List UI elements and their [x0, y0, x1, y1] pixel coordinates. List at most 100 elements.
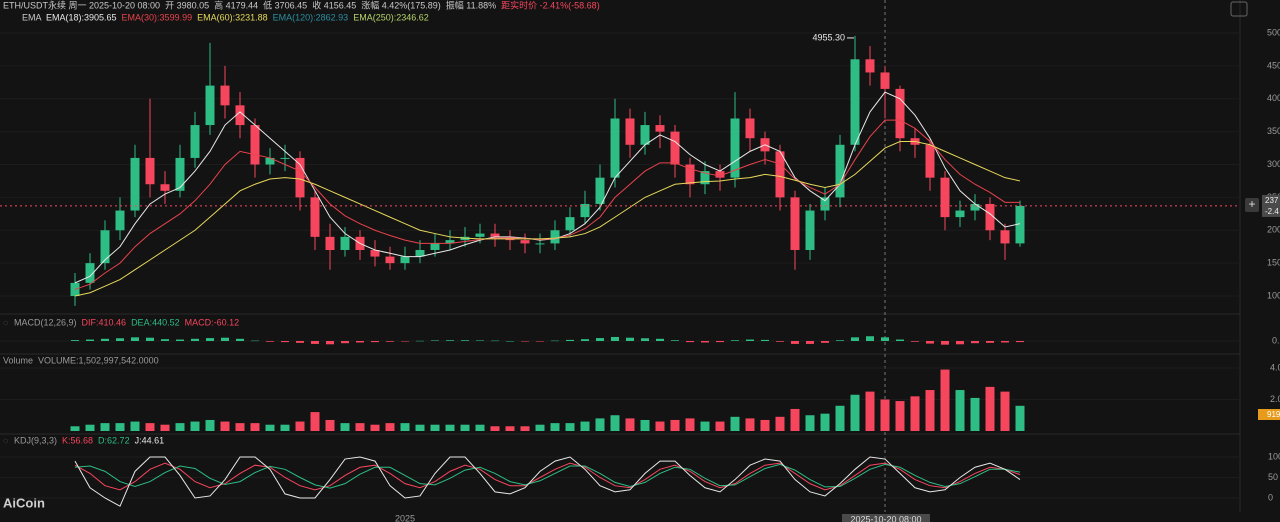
macd-bar: [551, 340, 559, 342]
volume-bar: [430, 424, 440, 431]
candle-body: [565, 217, 575, 231]
volume-bar: [745, 418, 755, 431]
candle-body: [865, 59, 875, 73]
volume-bar: [940, 369, 950, 431]
macd-bar: [1016, 341, 1024, 343]
volume-bar: [235, 423, 245, 431]
macd-bar: [581, 339, 589, 341]
volume-bar: [850, 394, 860, 431]
volume-bar: [610, 415, 620, 431]
candle-body: [970, 203, 980, 211]
volume-bar: [280, 424, 290, 431]
volume-bar: [880, 399, 890, 431]
macd-bar: [566, 339, 574, 341]
volume-bar: [580, 421, 590, 431]
volume-bar: [955, 390, 965, 431]
volume-bar: [190, 421, 200, 431]
candle-body: [205, 85, 215, 126]
candle-body: [160, 184, 170, 191]
macd-bar: [941, 341, 949, 345]
volume-bar: [970, 397, 980, 431]
macd-bar: [1001, 341, 1009, 343]
candle-body: [490, 233, 500, 237]
macd-bar: [731, 340, 739, 341]
macd-bar: [326, 341, 334, 345]
volume-bar: [145, 423, 155, 431]
candle-body: [385, 256, 395, 264]
macd-bar: [446, 340, 454, 341]
add-button[interactable]: [1245, 198, 1259, 212]
macd-bar: [866, 336, 874, 341]
candle-body: [700, 171, 710, 185]
macd-bar: [356, 341, 364, 343]
volume-bar: [250, 423, 260, 431]
candle-body: [1000, 230, 1010, 244]
price-label: -2.4: [1265, 207, 1279, 216]
macd-bar: [491, 340, 499, 342]
volume-bar: [160, 424, 170, 431]
volume-bar: [595, 418, 605, 431]
volume-label-box: [1258, 409, 1280, 420]
legend-label: 收 4156.45: [312, 0, 356, 10]
volume-bar: [70, 426, 80, 431]
volume-bar: [295, 421, 305, 431]
y-tick-label: 3000: [1267, 159, 1280, 169]
macd-bar: [401, 341, 409, 342]
candle-body: [880, 72, 890, 89]
candle-body: [640, 125, 650, 145]
candle-body: [190, 125, 200, 158]
macd-bar: [911, 341, 919, 342]
macd-bar: [836, 340, 844, 341]
candle-body: [685, 164, 695, 185]
volume-bar: [535, 424, 545, 431]
legend-label: 低 3706.45: [263, 0, 307, 10]
macd-bar: [221, 337, 229, 341]
candle-body: [745, 118, 755, 139]
macd-bar: [476, 340, 484, 341]
legend-label: EMA(120):2862.93: [273, 12, 349, 22]
macd-bar: [671, 340, 679, 341]
candle-body: [280, 157, 290, 159]
candle-body: [115, 210, 125, 231]
candle-body: [895, 88, 905, 139]
volume-bar: [505, 426, 515, 431]
volume-bar: [835, 405, 845, 431]
volume-bar: [520, 426, 530, 431]
volume-bar: [640, 419, 650, 431]
volume-bar: [100, 423, 110, 431]
fullscreen-button[interactable]: [1230, 1, 1248, 17]
y-tick-label: 0.: [1272, 335, 1280, 345]
macd-bar: [791, 341, 799, 344]
macd-bar: [851, 337, 859, 341]
annotation: 4955.30: [812, 32, 845, 42]
legend-label: MACD(12,26,9): [14, 317, 77, 327]
candle-body: [730, 118, 740, 178]
y-tick-label: 2.0: [1270, 394, 1280, 404]
macd-bar: [626, 337, 634, 341]
candle-body: [145, 157, 155, 185]
legend-label: Volume: [3, 355, 33, 365]
macd-bar: [596, 338, 604, 341]
macd-bar: [371, 341, 379, 343]
candle-body: [130, 157, 140, 211]
legend-label: 开 3980.05: [165, 0, 209, 10]
volume-bar: [715, 421, 725, 431]
macd-bar: [281, 341, 289, 343]
legend-label: VOLUME:1,502,997,542.0000: [38, 355, 159, 365]
volume-bar: [85, 424, 95, 431]
candle-body: [370, 249, 380, 257]
volume-bar: [685, 418, 695, 431]
y-tick-label: 1500: [1267, 258, 1280, 268]
hover-time: 2025-10-20 08:00: [850, 514, 921, 522]
macd-bar: [101, 338, 109, 341]
legend-label: K:56.68: [62, 435, 93, 445]
candle-body: [625, 118, 635, 145]
candle-body: [850, 59, 860, 145]
price-label: 237: [1265, 196, 1279, 205]
macd-bar: [641, 338, 649, 341]
legend-label: MACD:-60.12: [185, 317, 240, 327]
indicator-line: [74, 463, 1021, 489]
candle-body: [925, 144, 935, 178]
candle-body: [1015, 205, 1025, 244]
